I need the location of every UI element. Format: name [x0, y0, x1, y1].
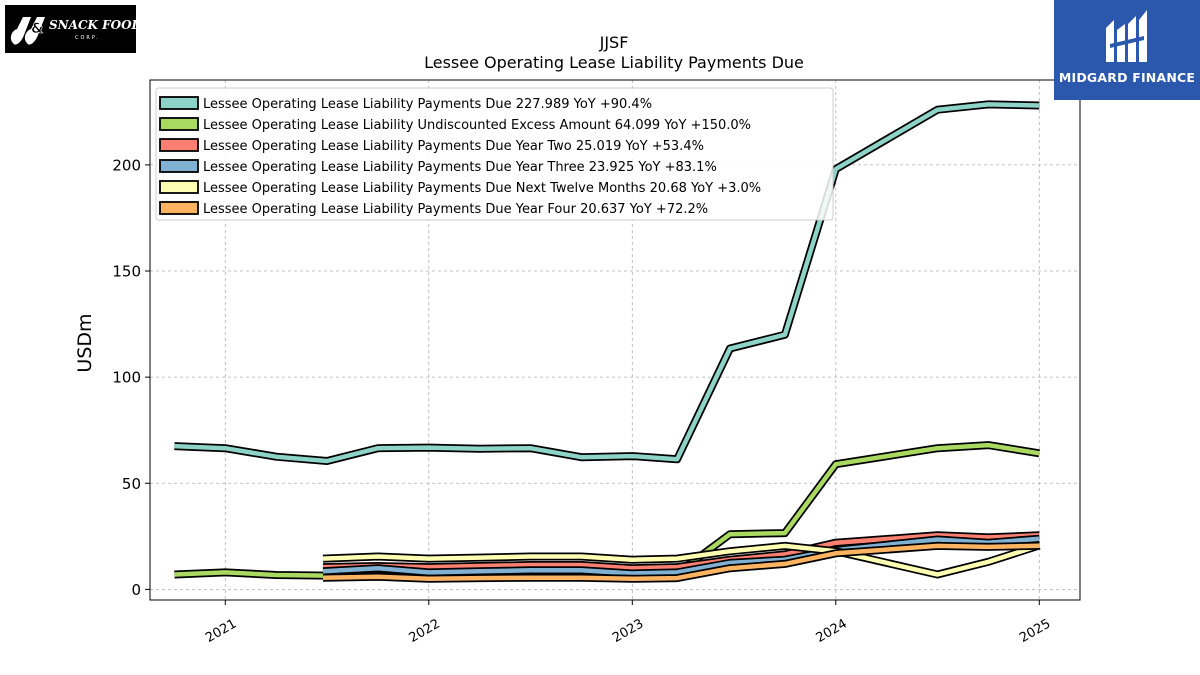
midgard-brand-text: MIDGARD FINANCE — [1058, 70, 1196, 85]
legend-entry-label: Lessee Operating Lease Liability Payment… — [203, 202, 708, 217]
y-tick-label: 0 — [131, 581, 141, 599]
legend-box — [155, 87, 834, 221]
series-line — [174, 100, 1040, 465]
svg-text:&: & — [31, 21, 43, 37]
x-axis: 2021 2022 2023 2024 2025 — [203, 600, 1053, 646]
y-axis-label: USDm — [74, 313, 96, 372]
x-tick-label: 2023 — [610, 616, 646, 646]
series-stroke — [322, 543, 1040, 582]
chart-subtitle: Lessee Operating Lease Liability Payment… — [424, 53, 804, 72]
series-line — [322, 541, 1040, 583]
series-stroke — [322, 543, 1040, 577]
legend-swatch — [159, 117, 199, 131]
legend-entry-label: Lessee Operating Lease Liability Payment… — [203, 181, 761, 196]
jj-snack-foods-logo: & SNACK FOODS CORP. — [5, 5, 151, 53]
series-stroke — [322, 533, 1040, 571]
legend-swatch — [159, 159, 199, 173]
series-stroke — [174, 102, 1040, 464]
y-axis: 0 50 100 150 200 — [112, 156, 150, 599]
chart-title: JJSF — [599, 33, 629, 52]
y-tick-label: 50 — [122, 475, 141, 493]
x-tick-label: 2022 — [407, 616, 443, 646]
series-line — [322, 541, 1041, 579]
y-tick-label: 200 — [112, 156, 141, 174]
legend-swatch — [159, 201, 199, 215]
legend-entry-label: Lessee Operating Lease Liability Undisco… — [203, 118, 751, 133]
legend: Lessee Operating Lease Liability Payment… — [155, 87, 834, 221]
x-tick-label: 2021 — [203, 616, 239, 646]
midgard-emblem-icon — [1106, 10, 1147, 62]
plot-frame — [149, 79, 1081, 601]
series-line — [322, 534, 1040, 578]
legend-swatch — [159, 180, 199, 194]
svg-text:CORP.: CORP. — [75, 35, 100, 41]
legend-swatch — [159, 96, 199, 110]
x-tick-label: 2025 — [1017, 616, 1053, 646]
legend-entry-label: Lessee Operating Lease Liability Payment… — [203, 139, 704, 154]
midgard-finance-logo: MIDGARD FINANCE — [1054, 0, 1200, 100]
series-line — [322, 531, 1040, 573]
legend-entry-label: Lessee Operating Lease Liability Payment… — [203, 97, 652, 112]
series-lines — [174, 100, 1041, 583]
svg-text:SNACK FOODS: SNACK FOODS — [49, 18, 136, 32]
y-tick-label: 150 — [112, 263, 141, 281]
legend-entry-label: Lessee Operating Lease Liability Payment… — [203, 160, 717, 175]
series-stroke — [322, 536, 1040, 576]
y-tick-label: 100 — [112, 369, 141, 387]
x-tick-label: 2024 — [814, 616, 850, 646]
legend-swatch — [159, 138, 199, 152]
